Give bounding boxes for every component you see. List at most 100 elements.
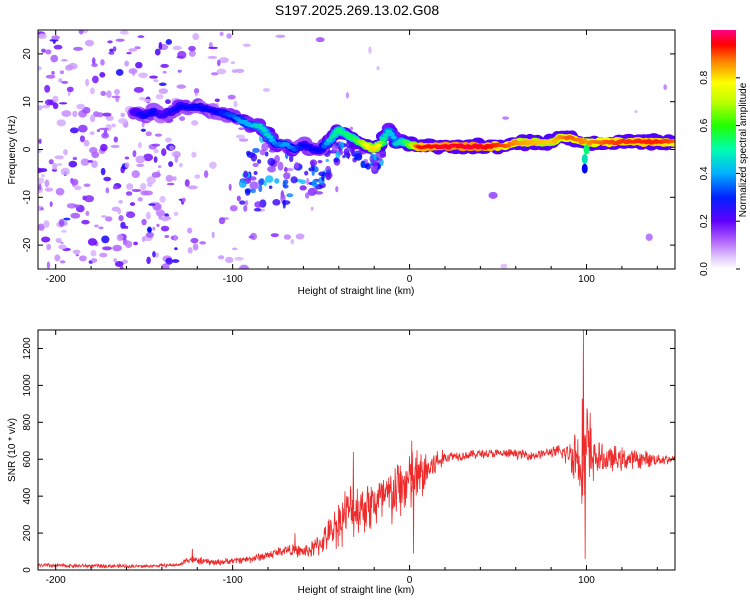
- spectrogram-scatter-blob: [258, 184, 263, 193]
- spectrogram-noise-blob: [191, 120, 199, 126]
- spectrogram-scatter-blob: [311, 170, 315, 176]
- spectrogram-scatter-blob: [253, 207, 262, 212]
- spectrogram-noise-blob: [38, 226, 45, 230]
- spectrogram-noise-blob: [136, 163, 145, 167]
- spectrogram-noise-blob: [283, 166, 288, 173]
- spectrogram-noise-blob: [79, 135, 86, 143]
- spectrogram-noise-blob: [146, 226, 152, 233]
- spectrogram-noise-blob: [139, 96, 146, 101]
- spectrogram-noise-blob: [191, 151, 197, 158]
- spectrogram-noise-blob: [488, 191, 498, 199]
- spectrogram-noise-blob: [124, 156, 130, 160]
- spectrogram-noise-blob: [94, 224, 99, 228]
- spectrogram-noise-blob: [115, 69, 124, 76]
- spectrogram-scatter-blob: [277, 161, 284, 171]
- spectrogram-noise-blob: [502, 116, 510, 120]
- spectrogram-noise-blob: [44, 187, 54, 192]
- spectrogram-noise-blob: [119, 30, 129, 35]
- spectrogram-noise-blob: [68, 160, 78, 168]
- spectrogram-noise-blob: [91, 63, 98, 68]
- spectrogram-noise-blob: [61, 110, 72, 117]
- spectrogram-ridge-blob: [670, 139, 675, 143]
- snr-x-tick-label: 100: [578, 575, 595, 586]
- spectrogram-noise-blob: [148, 203, 156, 206]
- spectrogram-noise-blob: [173, 211, 179, 216]
- snr-series-line: [38, 330, 675, 569]
- spectrogram-ridge-blob: [362, 142, 370, 147]
- spectrogram-noise-blob: [54, 155, 64, 160]
- spectrogram-noise-blob: [145, 231, 154, 238]
- spectrogram-noise-blob: [164, 234, 170, 238]
- spectrogram-noise-blob: [182, 197, 186, 203]
- spectrogram-noise-blob: [78, 255, 87, 262]
- spectrogram-noise-blob: [177, 69, 182, 73]
- spectrogram-noise-blob: [160, 63, 169, 68]
- colorbar-gradient: [711, 30, 736, 269]
- spectrogram-noise-blob: [211, 231, 215, 239]
- spectrogram-noise-blob: [119, 265, 124, 269]
- spectrogram-noise-blob: [83, 183, 91, 188]
- spectrogram-noise-blob: [176, 84, 187, 89]
- spectrogram-noise-blob: [230, 61, 235, 65]
- spectrogram-noise-blob: [131, 188, 142, 192]
- spectrogram-noise-blob: [187, 227, 193, 234]
- spectrogram-noise-blob: [52, 95, 59, 103]
- spectrogram-noise-blob: [38, 138, 42, 144]
- spectrogram-noise-blob: [96, 128, 101, 133]
- spectrogram-scatter-blob: [252, 147, 260, 153]
- spectrogram-noise-blob: [58, 218, 65, 227]
- snr-y-tick-label: 1200: [22, 337, 33, 360]
- spectrogram-noise-blob: [53, 44, 63, 50]
- spectrogram-scatter-blob: [263, 180, 267, 186]
- spectrogram-noise-blob: [107, 40, 113, 44]
- spectrogram-noise-blob: [63, 149, 68, 156]
- spectrogram-noise-blob: [84, 195, 95, 203]
- spectrogram-noise-blob: [87, 238, 98, 246]
- spectrogram-noise-blob: [226, 33, 232, 39]
- spectrogram-noise-blob: [131, 170, 140, 179]
- spectrogram-noise-blob: [146, 256, 151, 265]
- spectrogram-noise-blob: [61, 80, 69, 84]
- spectrogram-scatter-blob: [317, 160, 323, 164]
- spectrogram-scatter-blob: [294, 161, 300, 169]
- spectrogram-noise-blob: [140, 128, 146, 132]
- spectrogram-scatter-blob: [250, 188, 256, 194]
- spectrogram-noise-blob: [376, 65, 380, 71]
- spectrogram-noise-blob: [77, 124, 88, 133]
- spectrogram-noise-blob: [121, 259, 128, 264]
- snr-x-tick-label: -200: [46, 575, 66, 586]
- spectrogram-noise-blob: [143, 153, 154, 162]
- spectrogram-noise-blob: [133, 241, 138, 246]
- spectrogram-noise-blob: [85, 78, 90, 87]
- spectrogram-noise-blob: [154, 133, 163, 137]
- spectrogram-noise-blob: [158, 82, 167, 87]
- snr-x-tick-label: -100: [223, 575, 243, 586]
- spectrogram-plot-frame: [37, 29, 676, 270]
- spectrogram-noise-blob: [52, 162, 58, 171]
- spectrogram-noise-blob: [46, 261, 51, 269]
- spectrogram-scatter-blob: [340, 141, 344, 150]
- spectrogram-noise-blob: [128, 68, 138, 75]
- spectrogram-noise-blob: [108, 51, 115, 55]
- spectrogram-noise-blob: [112, 185, 119, 190]
- spectrogram-noise-blob: [70, 212, 81, 219]
- spectrogram-noise-blob: [55, 238, 62, 242]
- spectrogram-noise-blob: [270, 233, 279, 238]
- spectrogram-scatter-blob: [308, 167, 315, 172]
- spectrogram-noise-blob: [60, 241, 64, 245]
- spectrogram-scatter-blob: [333, 157, 339, 163]
- spectrogram-noise-blob: [82, 30, 88, 34]
- spectrogram-noise-blob: [152, 226, 156, 231]
- spectrogram-noise-blob: [118, 199, 123, 204]
- snr-x-tick-label: 0: [407, 575, 413, 586]
- spectrogram-noise-blob: [158, 41, 163, 50]
- spectrogram-scatter-blob: [267, 157, 276, 166]
- spectrogram-noise-blob: [50, 54, 59, 63]
- spectrogram-noise-blob: [133, 86, 144, 93]
- spectrogram-noise-blob: [58, 244, 67, 250]
- spectrogram-noise-blob: [143, 98, 152, 103]
- spectrogram-noise-blob: [101, 132, 109, 139]
- spectrogram-noise-blob: [145, 211, 151, 220]
